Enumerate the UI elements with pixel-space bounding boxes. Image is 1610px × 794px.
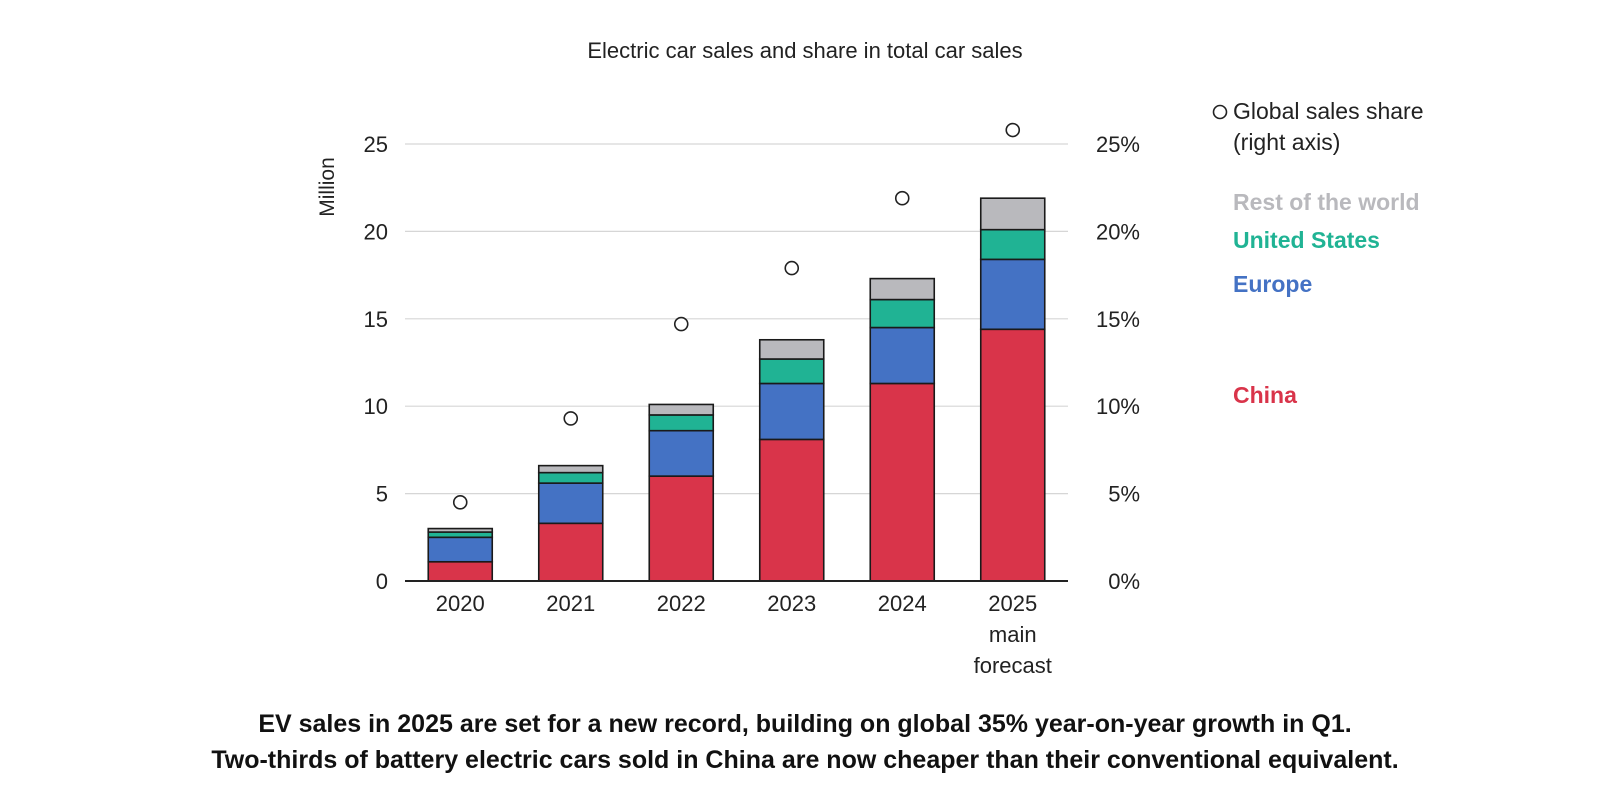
y-tick-label-20: 20 [364,219,388,244]
bar-united-states-4 [869,298,936,329]
y2-tick-label-4: 20% [1096,219,1140,244]
legend-share-label: Global sales share [1233,98,1424,124]
bar-china-3 [758,438,825,582]
y-tick-label-10: 10 [364,394,388,419]
legend-marker-share [1212,104,1228,120]
legend: Global sales share (right axis) Rest of th… [1212,98,1424,408]
bar-europe-2 [648,429,715,477]
bar-china-5 [979,328,1046,582]
bar-rest-of-the-world-2 [648,403,715,416]
bar-europe-5 [979,258,1046,331]
x-tick-label-5-0: 2025 [988,591,1037,616]
y2-tick-label-0: 0% [1108,569,1140,594]
caption: EV sales in 2025 are set for a new recor… [0,706,1610,778]
bar-china-0 [427,560,494,582]
share-point-5 [1005,122,1021,138]
legend-europe: Europe [1233,271,1312,297]
y-tick-label-15: 15 [364,307,388,332]
x-tick-label-4-0: 2024 [878,591,927,616]
y2-tick-label-2: 10% [1096,394,1140,419]
bar-china-2 [648,475,715,582]
ev-sales-chart: Electric car sales and share in total ca… [316,38,1424,678]
share-point-0 [452,495,468,510]
legend-united-states: United States [1233,227,1380,253]
x-tick-label-0-0: 2020 [436,591,485,616]
share-point-2 [673,316,689,332]
legend-china: China [1233,382,1297,408]
bar-europe-4 [869,326,936,385]
bars [427,197,1046,582]
y-axis-label: Million [316,157,339,217]
gridlines [405,143,1068,495]
bar-china-1 [537,522,604,582]
bar-rest-of-the-world-5 [979,197,1046,231]
y2-tick-label-1: 5% [1108,482,1140,507]
bar-europe-1 [537,482,604,525]
caption-line-1: EV sales in 2025 are set for a new recor… [258,710,1352,738]
y-tick-label-25: 25 [364,132,388,157]
share-point-3 [784,260,800,276]
legend-rest-of-the-world: Rest of the world [1233,189,1420,215]
bar-united-states-1 [537,471,604,484]
bar-china-4 [869,382,936,582]
bar-united-states-3 [758,358,825,385]
legend-share-axis-note: (right axis) [1233,129,1340,155]
caption-line-2: Two-thirds of battery electric cars sold… [211,746,1399,774]
x-tick-label-3-0: 2023 [767,591,816,616]
x-tick-label-5-2: forecast [974,653,1052,678]
x-tick-label-1-0: 2021 [546,591,595,616]
bar-rest-of-the-world-3 [758,338,825,360]
share-point-1 [563,411,579,426]
x-tick-label-2-0: 2022 [657,591,706,616]
bar-united-states-2 [648,414,715,432]
y-tick-label-5: 5 [376,482,388,507]
bar-rest-of-the-world-0 [427,527,494,533]
share-points [452,122,1021,510]
x-tick-label-5-1: main [989,622,1037,647]
bar-europe-0 [427,536,494,563]
bar-rest-of-the-world-1 [537,464,604,474]
y-tick-label-0: 0 [376,569,388,594]
bar-europe-3 [758,382,825,441]
chart-title: Electric car sales and share in total ca… [587,38,1022,63]
bar-united-states-5 [979,228,1046,261]
y2-tick-label-5: 25% [1096,132,1140,157]
y2-tick-label-3: 15% [1096,307,1140,332]
share-point-4 [894,190,910,206]
bar-rest-of-the-world-4 [869,277,936,301]
